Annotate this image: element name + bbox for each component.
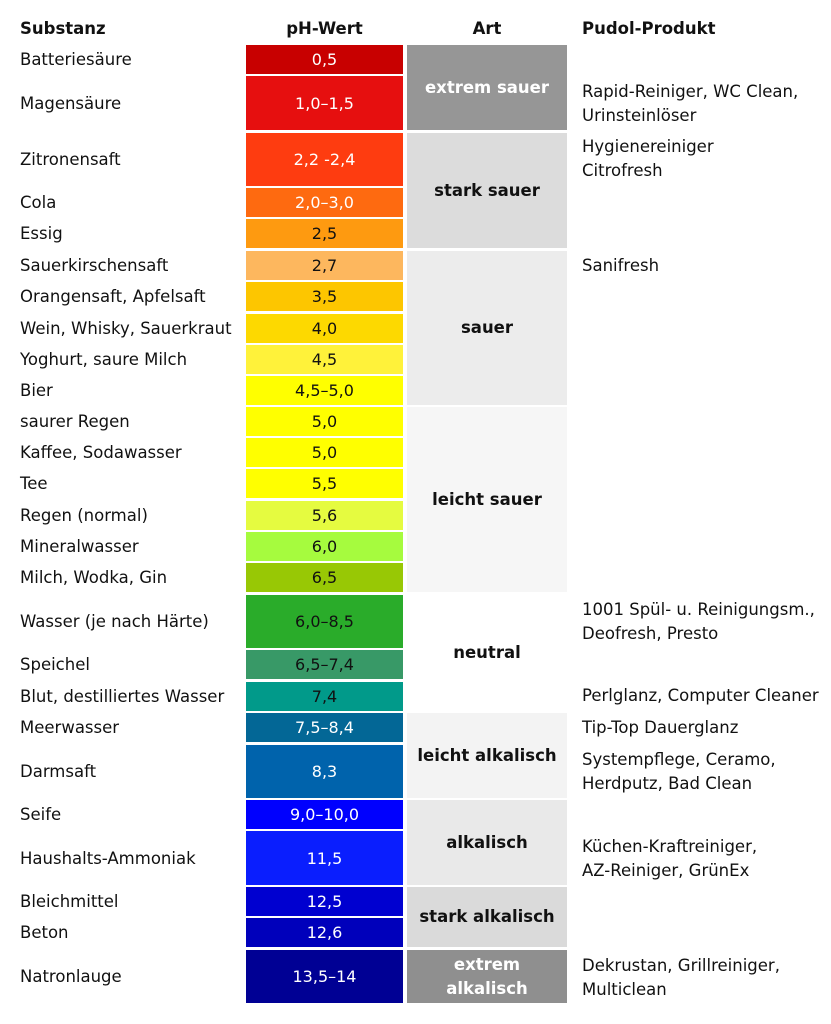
- substance-label: Beton: [20, 923, 69, 942]
- ph-value-cell: 1,0–1,5: [246, 76, 403, 130]
- ph-value-cell: 2,5: [246, 219, 403, 248]
- product-entry: Hygienereiniger Citrofresh: [582, 135, 714, 183]
- ph-value-cell: 6,5–7,4: [246, 650, 403, 679]
- ph-value-cell: 2,7: [246, 251, 403, 280]
- ph-value-cell: 6,5: [246, 563, 403, 592]
- substance-label: Yoghurt, saure Milch: [20, 350, 188, 369]
- category-label: stark alkalisch: [419, 907, 555, 926]
- category-cell: stark sauer: [407, 133, 567, 248]
- product-line: Küchen-Kraftreiniger,: [582, 837, 758, 856]
- category-cell: extrem alkalisch: [407, 950, 567, 1003]
- product-entry: Dekrustan, Grillreiniger, Multiclean: [582, 954, 780, 1002]
- category-label: leicht alkalisch: [417, 745, 557, 765]
- substance-label: Blut, destilliertes Wasser: [20, 687, 225, 706]
- product-entry: Sanifresh: [582, 254, 659, 278]
- product-line: Rapid-Reiniger, WC Clean,: [582, 82, 799, 101]
- product-line: Urinsteinlöser: [582, 106, 697, 125]
- substance-label: Milch, Wodka, Gin: [20, 568, 168, 587]
- product-line: Herdputz, Bad Clean: [582, 774, 753, 793]
- substance-label: Speichel: [20, 655, 90, 674]
- product-line: Citrofresh: [582, 161, 663, 180]
- ph-value-cell: 6,0–8,5: [246, 595, 403, 648]
- substance-label: Batteriesäure: [20, 50, 132, 69]
- substance-label: Zitronensaft: [20, 150, 121, 169]
- substance-label: Bier: [20, 381, 53, 400]
- substance-label: Wasser (je nach Härte): [20, 612, 209, 631]
- category-label: stark sauer: [434, 180, 540, 200]
- category-label: extrem sauer: [424, 77, 550, 97]
- substance-label: Natronlauge: [20, 967, 122, 986]
- product-line: Systempflege, Ceramo,: [582, 750, 776, 769]
- product-line: Tip-Top Dauerglanz: [582, 718, 739, 737]
- ph-value-cell: 11,5: [246, 831, 403, 885]
- substance-label: Orangensaft, Apfelsaft: [20, 287, 206, 306]
- product-line: 1001 Spül- u. Reinigungsm.,: [582, 600, 815, 619]
- ph-value-cell: 4,5–5,0: [246, 376, 403, 405]
- product-entry: Tip-Top Dauerglanz: [582, 716, 738, 740]
- ph-value-cell: 12,6: [246, 918, 403, 947]
- product-line: Sanifresh: [582, 256, 660, 275]
- ph-value-cell: 12,5: [246, 887, 403, 916]
- substance-label: Tee: [20, 474, 48, 493]
- ph-value-cell: 8,3: [246, 745, 403, 798]
- category-cell: alkalisch: [407, 800, 567, 885]
- header-ph: pH-Wert: [286, 19, 363, 38]
- substance-label: Cola: [20, 193, 57, 212]
- ph-value-cell: 3,5: [246, 282, 403, 311]
- substance-label: Magensäure: [20, 93, 122, 113]
- ph-value-cell: 5,0: [246, 438, 403, 467]
- ph-value-cell: 7,5–8,4: [246, 713, 403, 742]
- ph-value-cell: 7,4: [246, 682, 403, 711]
- category-cell: leicht alkalisch: [407, 713, 567, 798]
- ph-value-cell: 0,5: [246, 45, 403, 74]
- ph-value-cell: 4,5: [246, 345, 403, 374]
- substance-label: Wein, Whisky, Sauerkraut: [20, 319, 232, 338]
- ph-value-cell: 5,6: [246, 501, 403, 530]
- substance-label: Regen (normal): [20, 506, 148, 525]
- product-entry: 1001 Spül- u. Reinigungsm., Deofresh, Pre…: [582, 598, 815, 646]
- product-line: Deofresh, Presto: [582, 624, 719, 643]
- category-label: alkalisch: [446, 832, 528, 852]
- product-line: Hygienereiniger: [582, 137, 714, 156]
- category-cell: leicht sauer: [407, 407, 567, 592]
- category-cell: sauer: [407, 251, 567, 405]
- substance-label: Kaffee, Sodawasser: [20, 443, 182, 462]
- product-line: Dekrustan, Grillreiniger,: [582, 956, 780, 975]
- substance-label: Essig: [20, 224, 63, 243]
- substance-label: Mineralwasser: [20, 537, 139, 556]
- ph-value-cell: 4,0: [246, 314, 403, 343]
- product-entry: Perlglanz, Computer Cleaner: [582, 684, 819, 708]
- header-type: Art: [472, 19, 502, 38]
- ph-value-cell: 5,0: [246, 407, 403, 436]
- ph-value-cell: 2,0–3,0: [246, 188, 403, 217]
- ph-value-cell: 6,0: [246, 532, 403, 561]
- product-entry: Küchen-Kraftreiniger, AZ-Reiniger, GrünEx: [582, 835, 757, 883]
- category-cell: neutral: [407, 595, 567, 711]
- category-label: neutral: [453, 643, 521, 662]
- substance-label: Sauerkirschensaft: [20, 256, 169, 275]
- category-label: sauer: [460, 318, 514, 337]
- product-entry: Systempflege, Ceramo, Herdputz, Bad Clean: [582, 748, 776, 796]
- ph-value-cell: 5,5: [246, 469, 403, 498]
- category-label: leicht sauer: [432, 489, 542, 509]
- product-entry: Rapid-Reiniger, WC Clean, Urinsteinlöser: [582, 80, 798, 128]
- substance-label: saurer Regen: [20, 412, 130, 431]
- header-product: Pudol-Produkt: [582, 19, 716, 38]
- product-line: AZ-Reiniger, GrünEx: [582, 861, 750, 880]
- category-cell: extrem sauer: [407, 45, 567, 130]
- product-line: Multiclean: [582, 980, 667, 999]
- product-line: Perlglanz, Computer Cleaner: [582, 686, 819, 705]
- substance-label: Darmsaft: [20, 762, 97, 781]
- category-label: extrem alkalisch: [446, 954, 528, 998]
- substance-label: Seife: [20, 805, 62, 824]
- ph-value-cell: 2,2 -2,4: [246, 133, 403, 186]
- ph-value-cell: 9,0–10,0: [246, 800, 403, 829]
- ph-value-cell: 13,5–14: [246, 950, 403, 1003]
- header-substance: Substanz: [20, 19, 106, 38]
- substance-label: Haushalts-Ammoniak: [20, 848, 196, 868]
- substance-label: Bleichmittel: [20, 892, 119, 911]
- substance-label: Meerwasser: [20, 718, 120, 737]
- category-cell: stark alkalisch: [407, 887, 567, 947]
